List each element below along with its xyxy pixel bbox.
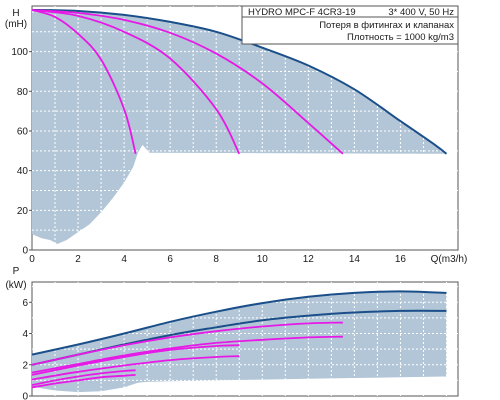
- head-curve-1-pumps: [31, 9, 137, 155]
- x-tick-label: 12: [303, 254, 315, 265]
- x-tick-label: 10: [257, 254, 269, 265]
- power-grid: [32, 282, 458, 396]
- power-curve-3-pumps: [31, 321, 343, 366]
- info-note-density: Плотность = 1000 kg/m3: [347, 32, 454, 43]
- power-series-group: [31, 290, 447, 389]
- head-y-tick-label: 20: [17, 206, 29, 217]
- power-curve-1-pumps: [31, 374, 136, 389]
- power-curve-1-pumps: [31, 369, 136, 386]
- info-box-background: [241, 5, 459, 45]
- x-tick-label: 16: [395, 254, 407, 265]
- power-curve-2-pumps: [31, 344, 240, 376]
- power-y-tick-label: 4: [22, 329, 28, 340]
- head-y-axis-title-unit: (mH): [5, 19, 27, 30]
- head-y-tick-labels: 0 20 40 60 80 100: [11, 47, 32, 257]
- power-y-axis-title-unit: (kW): [5, 280, 26, 291]
- head-curve-2-pumps: [31, 9, 241, 155]
- x-tick-label: 14: [349, 254, 361, 265]
- x-tick-label: 8: [213, 254, 219, 265]
- info-note-losses: Потеря в фитингах и клапанах: [319, 20, 454, 31]
- head-y-tick-label: 60: [17, 126, 29, 137]
- head-curve-3-pumps: [31, 9, 344, 155]
- head-y-tick-label: 0: [22, 246, 28, 257]
- head-y-axis-title-h: H: [12, 8, 19, 19]
- info-box: HYDRO MPC-F 4CR3-19 3* 400 V, 50 Hz Поте…: [241, 5, 459, 45]
- power-y-tick-label: 0: [22, 392, 28, 400]
- power-y-tick-labels: 0 2 4 6: [22, 298, 32, 400]
- head-series-group: [31, 9, 448, 155]
- head-curve-4-pumps: [31, 9, 448, 155]
- power-y-tick-label: 2: [22, 360, 28, 371]
- x-tick-label: 6: [167, 254, 173, 265]
- head-y-tick-label: 100: [11, 47, 28, 58]
- info-supply: 3* 400 V, 50 Hz: [388, 7, 454, 18]
- x-axis-title: Q(m3/h): [431, 254, 468, 265]
- power-y-axis-title-p: P: [13, 266, 20, 277]
- x-tick-label: 2: [75, 254, 81, 265]
- head-y-tick-label: 80: [17, 87, 29, 98]
- x-tick-label: 4: [121, 254, 127, 265]
- power-curve-2-pumps: [31, 355, 240, 381]
- head-y-tick-label: 40: [17, 166, 29, 177]
- head-x-tick-labels: 0 2 4 6 8 10 12 14 16: [29, 254, 406, 265]
- power-y-tick-label: 6: [22, 298, 28, 309]
- power-curve-3-pumps: [31, 335, 343, 374]
- power-curve-4-pumps: [31, 290, 447, 356]
- x-tick-label: 0: [29, 254, 35, 265]
- info-model: HYDRO MPC-F 4CR3-19: [248, 7, 356, 18]
